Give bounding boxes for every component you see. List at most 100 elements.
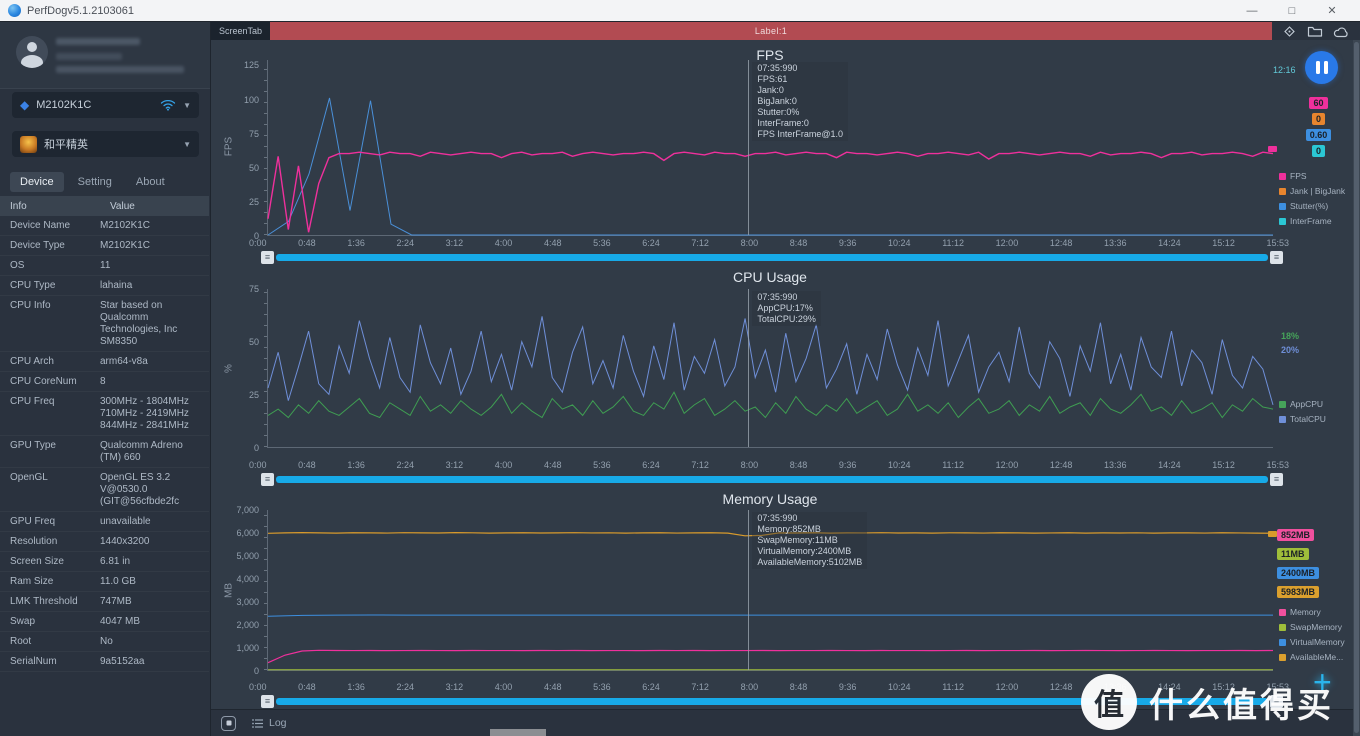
x-tick-label: 4:00 (494, 238, 513, 248)
folder-icon[interactable] (1307, 24, 1323, 38)
x-tick-label: 4:48 (543, 460, 562, 470)
scrollbar-left-handle[interactable]: ≡ (261, 251, 274, 264)
y-tick-label: 7,000 (236, 505, 259, 515)
x-tick-label: 0:48 (298, 682, 316, 692)
current-value: 5983MB (1277, 586, 1320, 598)
tooltip-line: TotalCPU:29% (757, 314, 816, 324)
table-row: Device Name M2102K1C (0, 216, 209, 236)
tooltip: 07:35:990 AppCPU:17% TotalCPU:29% (752, 291, 821, 326)
marker-icon[interactable] (1282, 24, 1297, 39)
plot-area[interactable]: 07:35:990 Memory:852MB SwapMemory:11MB Virt… (264, 510, 1277, 671)
scrollbar-right-handle[interactable]: ≡ (1270, 251, 1283, 264)
tooltip-line: 07:35:990 (757, 63, 798, 73)
x-tick-label: 4:00 (494, 460, 513, 470)
vertical-scrollbar[interactable] (1353, 40, 1360, 736)
scrollbar-left-handle[interactable]: ≡ (261, 695, 274, 708)
info-cell: Device Name (10, 220, 71, 231)
legend-item[interactable]: VirtualMemory (1279, 637, 1360, 647)
x-tick-label: 13:36 (1103, 682, 1127, 692)
chart-title: FPS (756, 47, 784, 63)
pause-button[interactable] (1305, 51, 1338, 84)
legend-label: InterFrame (1290, 216, 1332, 226)
legend-item[interactable]: TotalCPU (1279, 414, 1360, 424)
series-TotalCPU (268, 316, 1273, 404)
user-profile[interactable] (0, 22, 210, 89)
cloud-icon[interactable] (1333, 25, 1350, 38)
screen-tab[interactable]: ScreenTab (211, 22, 271, 40)
y-tick-label: 125 (243, 60, 259, 71)
close-button[interactable]: ✕ (1327, 4, 1337, 17)
info-cell: SerialNum (10, 656, 57, 667)
sidebar-tabs: Device Setting About (10, 172, 175, 192)
add-chart-button[interactable]: + (1307, 665, 1338, 699)
record-icon[interactable] (221, 715, 236, 731)
wifi-icon (160, 99, 176, 111)
tab-setting[interactable]: Setting (77, 176, 112, 188)
y-tick-label: 75 (248, 284, 259, 294)
app-selector[interactable]: 和平精英 ▼ (12, 131, 199, 157)
scrollbar-track[interactable] (276, 254, 1268, 261)
vertical-scrollbar-thumb[interactable] (1354, 42, 1359, 733)
time-scrollbar[interactable]: ≡ ≡ (261, 473, 1283, 486)
x-tick-label: 12:48 (1049, 238, 1073, 248)
legend-item[interactable]: SwapMemory (1279, 622, 1360, 632)
info-cell: CPU Type (10, 280, 56, 291)
legend-item[interactable]: InterFrame (1279, 216, 1360, 226)
time-scrollbar[interactable]: ≡ ≡ (261, 251, 1283, 264)
x-tick-label: 2:24 (396, 460, 414, 470)
x-tick-label: 14:24 (1158, 682, 1181, 692)
maximize-button[interactable]: □ (1288, 4, 1296, 17)
x-tick-label: 3:12 (445, 460, 464, 470)
scrollbar-left-handle[interactable]: ≡ (261, 473, 274, 486)
scrollbar-track[interactable] (276, 476, 1268, 483)
x-tick-label: 1:36 (347, 238, 365, 248)
tooltip: 07:35:990 Memory:852MB SwapMemory:11MB Virt… (752, 512, 868, 569)
profile-line-redacted (56, 66, 184, 73)
memory-edge-marker (1268, 530, 1277, 537)
current-value: 0 (1311, 145, 1325, 157)
scrollbar-right-handle[interactable]: ≡ (1270, 473, 1283, 486)
legend-item[interactable]: Memory (1279, 607, 1360, 617)
legend-label: Memory (1290, 607, 1321, 617)
plot-area[interactable]: 07:35:990 AppCPU:17% TotalCPU:29% (264, 289, 1273, 448)
legend-item[interactable]: Stutter(%) (1279, 201, 1360, 211)
log-tab[interactable]: Log (252, 717, 287, 729)
legend-item[interactable]: AppCPU (1279, 399, 1360, 409)
table-row: GPU Freq unavailable (0, 512, 209, 532)
legend-label: Jank | BigJank (1290, 186, 1346, 196)
profile-line-redacted (56, 53, 122, 60)
tooltip-line: BigJank:0 (757, 96, 797, 106)
y-tick-label: 75 (248, 128, 259, 139)
series-VirtualMemory (268, 615, 1273, 616)
x-tick-label: 7:12 (691, 238, 709, 248)
cursor-line[interactable] (748, 60, 750, 235)
value-cell: unavailable (100, 516, 151, 527)
legend-swatch (1279, 415, 1286, 423)
scrollbar-right-handle[interactable]: ≡ (1270, 695, 1283, 708)
legend-item[interactable]: AvailableMe... (1279, 652, 1360, 662)
y-tick-label: 100 (243, 94, 259, 105)
scrollbar-track[interactable] (276, 698, 1268, 705)
perfdog-logo-icon (8, 4, 21, 17)
series-AppCPU (268, 392, 1273, 417)
plot-area[interactable]: 07:35:990 FPS:61 Jank:0 BigJank:0 Stutter:0%… (264, 60, 1277, 236)
cursor-line[interactable] (748, 510, 750, 670)
legend-item[interactable]: Jank | BigJank (1279, 186, 1360, 196)
legend-item[interactable]: FPS (1279, 171, 1360, 181)
device-info-table: Device Name M2102K1C Device Type M2102K1C OS… (0, 216, 209, 736)
time-scrollbar[interactable]: ≡ ≡ (261, 695, 1283, 708)
tab-about[interactable]: About (135, 176, 165, 188)
chart-legend: FPS Jank | BigJank Stutter(%) InterFrame (1279, 171, 1360, 226)
minimize-button[interactable]: — (1246, 4, 1258, 17)
x-tick-label: 2:24 (396, 238, 414, 248)
table-row: Device Type M2102K1C (0, 236, 209, 256)
tab-device[interactable]: Device (10, 172, 64, 192)
y-axis: 0 25 50 75 100 125 (225, 60, 263, 241)
cursor-line[interactable] (748, 289, 750, 447)
x-tick-label: 6:24 (642, 238, 660, 248)
current-value: 0 (1311, 113, 1325, 125)
value-cell: arm64-v8a (100, 356, 148, 367)
x-tick-label: 15:53 (1266, 238, 1289, 248)
device-selector[interactable]: ◆ M2102K1C ▼ (12, 92, 199, 118)
series-Memory (268, 650, 1273, 662)
